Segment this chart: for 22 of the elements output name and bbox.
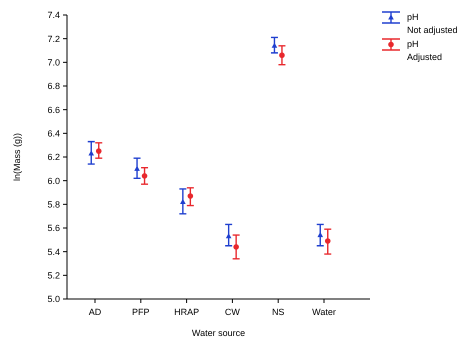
y-tick-label: 6.4 [47,128,60,138]
y-tick-label: 7.4 [47,10,60,20]
y-tick-label: 6.0 [47,176,60,186]
y-tick-label: 6.6 [47,104,60,115]
y-tick-label: 5.6 [47,223,60,234]
y-tick-label: 5.0 [47,294,60,304]
y-tick-label: 5.4 [47,246,60,257]
x-tick-label: PFP [132,307,150,317]
x-tick-label: AD [88,307,102,317]
x-axis-title: Water source [192,328,246,338]
x-tick-label: CW [224,307,240,317]
y-tick-label: 5.8 [47,199,60,210]
x-tick-label: HRAP [174,307,200,317]
y-axis-title: ln(Mass (g)) [12,132,22,182]
y-tick-label: 7.2 [47,34,60,44]
y-tick-label: 6.8 [47,81,60,92]
y-tick-label: 6.2 [47,152,60,162]
legend-label: pH Adjusted [407,39,442,62]
y-tick-label: 7.0 [47,57,60,68]
y-tick-label: 5.2 [47,270,60,280]
x-tick-label: Water [312,307,336,317]
x-tick-label: NS [272,307,284,317]
